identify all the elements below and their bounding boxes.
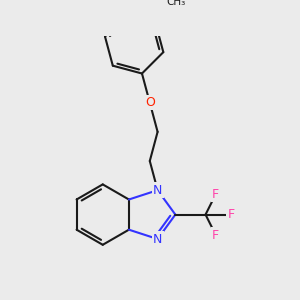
Text: F: F bbox=[212, 188, 219, 201]
Text: F: F bbox=[212, 229, 219, 242]
Text: O: O bbox=[145, 96, 155, 109]
Text: F: F bbox=[228, 208, 235, 221]
Text: N: N bbox=[153, 232, 162, 245]
Text: O: O bbox=[145, 96, 155, 109]
Text: N: N bbox=[153, 232, 162, 245]
Text: F: F bbox=[212, 229, 219, 242]
Text: N: N bbox=[153, 184, 162, 197]
Text: F: F bbox=[228, 208, 235, 221]
Text: N: N bbox=[153, 184, 162, 197]
Text: F: F bbox=[212, 188, 219, 201]
Text: CH₃: CH₃ bbox=[167, 0, 186, 7]
